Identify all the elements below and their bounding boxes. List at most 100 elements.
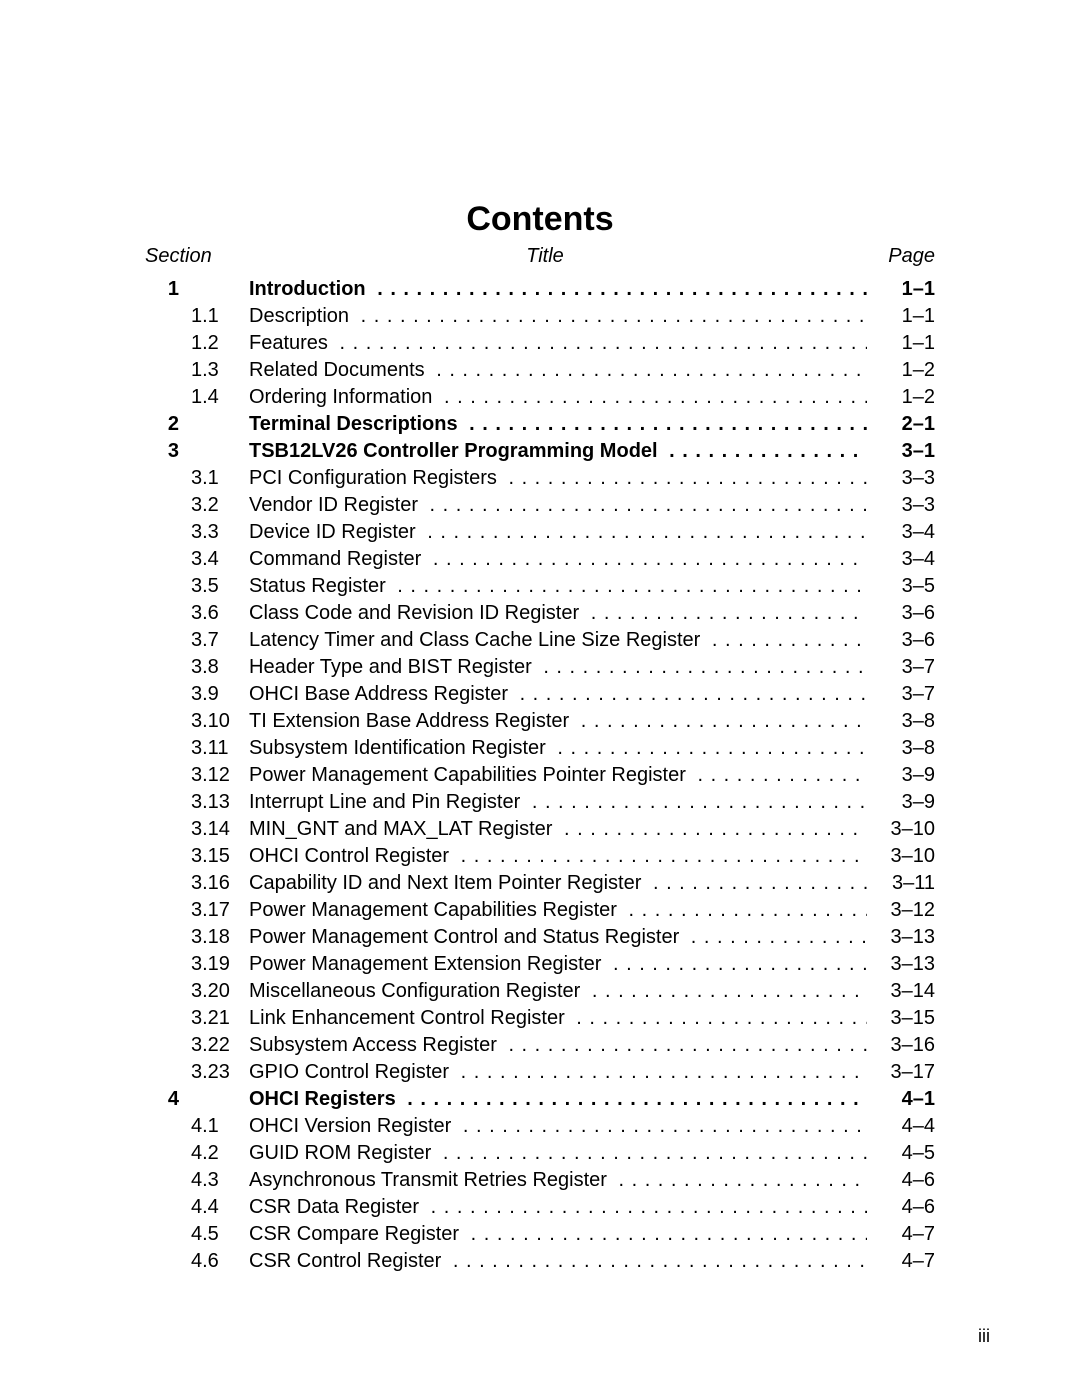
toc-subsection-num: 4.2 xyxy=(179,1140,249,1167)
toc-subsection-num: 3.11 xyxy=(179,735,249,762)
toc-entry-page: 3–11 xyxy=(867,870,935,897)
toc-subsection-num: 3.12 xyxy=(179,762,249,789)
toc-sub-row: 3.23GPIO Control Register 3–17 xyxy=(145,1059,935,1086)
toc-subsection-num: 4.3 xyxy=(179,1167,249,1194)
toc-sub-row: 3.10TI Extension Base Address Register 3… xyxy=(145,708,935,735)
toc-entry-title: OHCI Version Register xyxy=(249,1113,867,1140)
toc-subsection-num: 3.6 xyxy=(179,600,249,627)
toc-entry-title: Description xyxy=(249,303,867,330)
toc-sub-row: 3.5Status Register 3–5 xyxy=(145,573,935,600)
toc-entry-page: 3–7 xyxy=(867,654,935,681)
toc-subsection-num: 3.19 xyxy=(179,951,249,978)
toc-subsection-num: 1.2 xyxy=(179,330,249,357)
page-title: Contents xyxy=(145,200,935,239)
toc-entry-page: 1–2 xyxy=(867,357,935,384)
toc-sub-row: 4.1OHCI Version Register 4–4 xyxy=(145,1113,935,1140)
toc-headers: Section Title Page xyxy=(145,245,935,268)
toc-entry-page: 3–14 xyxy=(867,978,935,1005)
toc-subsection-num: 3.8 xyxy=(179,654,249,681)
toc-subsection-num: 3.17 xyxy=(179,897,249,924)
toc-entry-page: 3–9 xyxy=(867,762,935,789)
toc-subsection-num: 4.5 xyxy=(179,1221,249,1248)
toc-entry-page: 4–5 xyxy=(867,1140,935,1167)
page-number-footer: iii xyxy=(978,1326,990,1347)
toc-entry-page: 3–6 xyxy=(867,600,935,627)
toc-entry-page: 1–2 xyxy=(867,384,935,411)
toc-subsection-num: 3.15 xyxy=(179,843,249,870)
toc-entry-page: 3–7 xyxy=(867,681,935,708)
toc-list: 1Introduction 1–11.1Description 1–11.2Fe… xyxy=(145,276,935,1275)
toc-entry-title: CSR Data Register xyxy=(249,1194,867,1221)
toc-entry-title: Related Documents xyxy=(249,357,867,384)
toc-entry-page: 1–1 xyxy=(867,276,935,303)
toc-sub-row: 3.14MIN_GNT and MAX_LAT Register 3–10 xyxy=(145,816,935,843)
toc-subsection-num: 3.2 xyxy=(179,492,249,519)
toc-sub-row: 3.8Header Type and BIST Register 3–7 xyxy=(145,654,935,681)
toc-entry-title: Power Management Capabilities Pointer Re… xyxy=(249,762,867,789)
toc-entry-page: 3–13 xyxy=(867,924,935,951)
toc-sub-row: 3.12Power Management Capabilities Pointe… xyxy=(145,762,935,789)
toc-entry-page: 3–9 xyxy=(867,789,935,816)
page: Contents Section Title Page 1Introductio… xyxy=(0,0,1080,1397)
toc-sub-row: 3.13Interrupt Line and Pin Register 3–9 xyxy=(145,789,935,816)
toc-entry-page: 3–4 xyxy=(867,546,935,573)
toc-entry-page: 4–6 xyxy=(867,1194,935,1221)
toc-entry-page: 3–8 xyxy=(867,735,935,762)
toc-entry-title: Features xyxy=(249,330,867,357)
toc-entry-title: Subsystem Identification Register xyxy=(249,735,867,762)
toc-entry-title: Latency Timer and Class Cache Line Size … xyxy=(249,627,867,654)
toc-subsection-num: 3.22 xyxy=(179,1032,249,1059)
toc-entry-title: CSR Control Register xyxy=(249,1248,867,1275)
toc-sub-row: 1.2Features 1–1 xyxy=(145,330,935,357)
toc-subsection-num: 1.3 xyxy=(179,357,249,384)
toc-main-row: 1Introduction 1–1 xyxy=(145,276,935,303)
toc-subsection-num: 3.10 xyxy=(179,708,249,735)
toc-entry-page: 3–3 xyxy=(867,465,935,492)
toc-subsection-num: 3.3 xyxy=(179,519,249,546)
toc-sub-row: 4.3Asynchronous Transmit Retries Registe… xyxy=(145,1167,935,1194)
toc-entry-title: Capability ID and Next Item Pointer Regi… xyxy=(249,870,867,897)
toc-subsection-num: 3.18 xyxy=(179,924,249,951)
toc-main-row: 3TSB12LV26 Controller Programming Model … xyxy=(145,438,935,465)
header-page: Page xyxy=(865,245,935,268)
toc-entry-page: 3–17 xyxy=(867,1059,935,1086)
toc-entry-title: Power Management Extension Register xyxy=(249,951,867,978)
header-section: Section xyxy=(145,245,225,268)
toc-sub-row: 1.1Description 1–1 xyxy=(145,303,935,330)
toc-entry-title: OHCI Registers xyxy=(249,1086,867,1113)
toc-subsection-num: 3.23 xyxy=(179,1059,249,1086)
toc-sub-row: 3.3Device ID Register 3–4 xyxy=(145,519,935,546)
toc-entry-title: Terminal Descriptions xyxy=(249,411,867,438)
toc-entry-title: CSR Compare Register xyxy=(249,1221,867,1248)
toc-sub-row: 4.5CSR Compare Register 4–7 xyxy=(145,1221,935,1248)
toc-sub-row: 3.7Latency Timer and Class Cache Line Si… xyxy=(145,627,935,654)
toc-entry-title: Introduction xyxy=(249,276,867,303)
toc-entry-title: Vendor ID Register xyxy=(249,492,867,519)
toc-entry-title: Subsystem Access Register xyxy=(249,1032,867,1059)
toc-sub-row: 3.18Power Management Control and Status … xyxy=(145,924,935,951)
toc-entry-title: GUID ROM Register xyxy=(249,1140,867,1167)
toc-subsection-num: 4.1 xyxy=(179,1113,249,1140)
toc-sub-row: 3.16Capability ID and Next Item Pointer … xyxy=(145,870,935,897)
toc-entry-title: Device ID Register xyxy=(249,519,867,546)
toc-entry-title: Link Enhancement Control Register xyxy=(249,1005,867,1032)
toc-entry-title: Miscellaneous Configuration Register xyxy=(249,978,867,1005)
toc-subsection-num: 3.7 xyxy=(179,627,249,654)
toc-section-num: 4 xyxy=(145,1086,179,1113)
toc-entry-page: 3–1 xyxy=(867,438,935,465)
toc-entry-page: 4–1 xyxy=(867,1086,935,1113)
toc-sub-row: 3.9OHCI Base Address Register 3–7 xyxy=(145,681,935,708)
toc-entry-title: PCI Configuration Registers xyxy=(249,465,867,492)
toc-entry-title: TSB12LV26 Controller Programming Model xyxy=(249,438,867,465)
toc-entry-title: Class Code and Revision ID Register xyxy=(249,600,867,627)
toc-subsection-num: 3.20 xyxy=(179,978,249,1005)
toc-sub-row: 3.21Link Enhancement Control Register 3–… xyxy=(145,1005,935,1032)
toc-subsection-num: 3.9 xyxy=(179,681,249,708)
toc-entry-title: Asynchronous Transmit Retries Register xyxy=(249,1167,867,1194)
toc-sub-row: 3.4Command Register 3–4 xyxy=(145,546,935,573)
toc-subsection-num: 3.16 xyxy=(179,870,249,897)
toc-section-num: 3 xyxy=(145,438,179,465)
toc-entry-title: Ordering Information xyxy=(249,384,867,411)
toc-entry-title: Power Management Control and Status Regi… xyxy=(249,924,867,951)
toc-sub-row: 3.19Power Management Extension Register … xyxy=(145,951,935,978)
